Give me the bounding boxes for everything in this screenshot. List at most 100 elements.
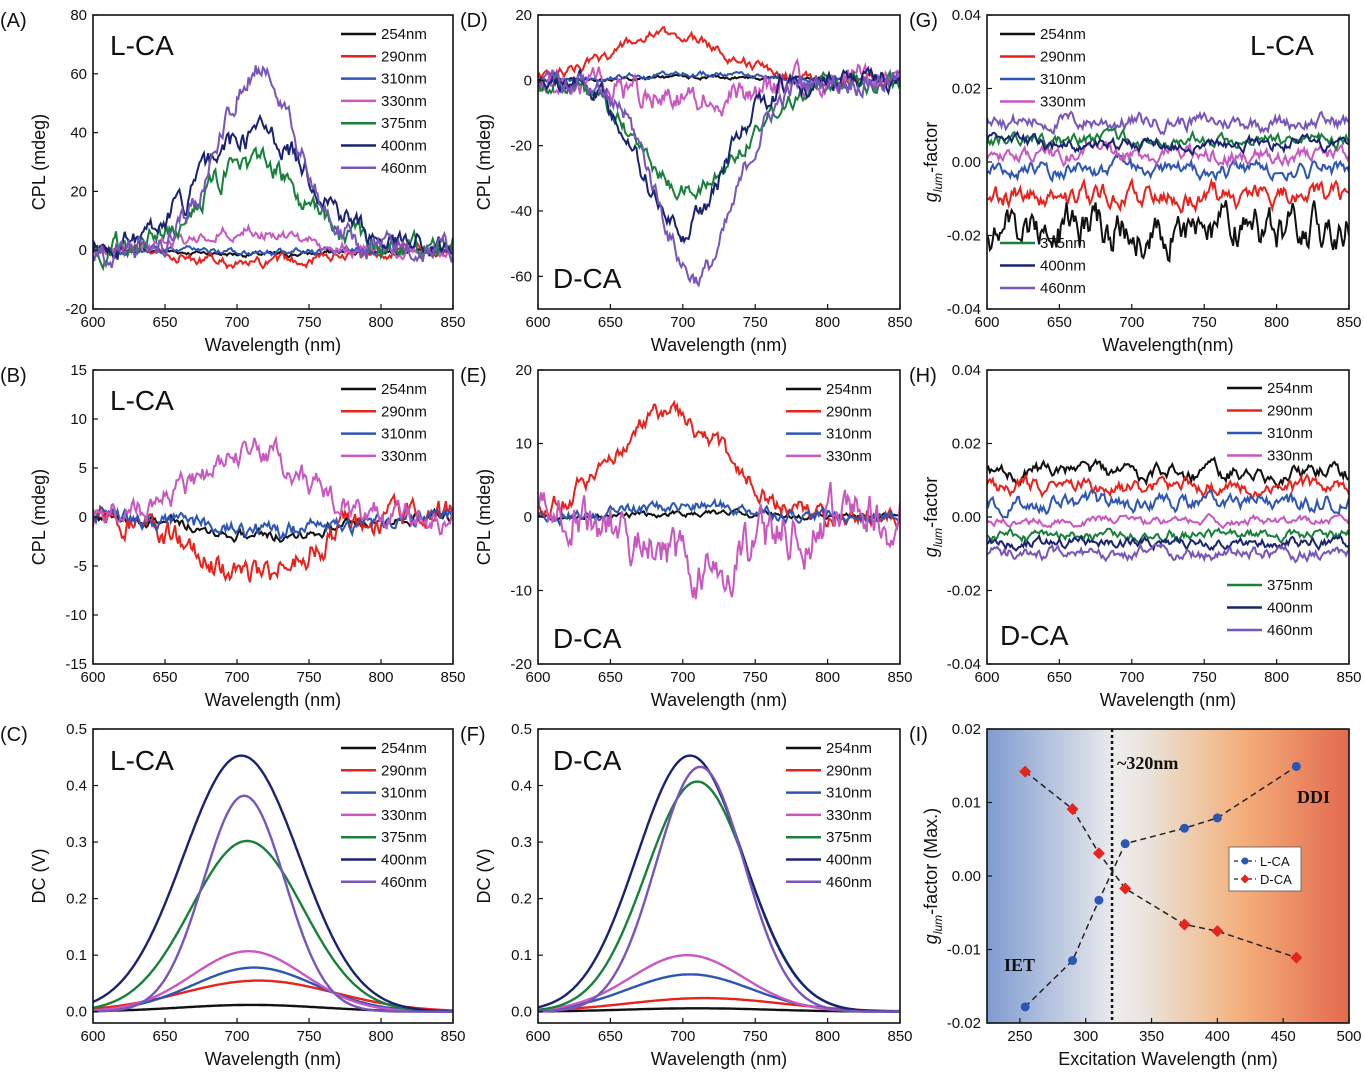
y-axis-label-g: g xyxy=(921,547,941,557)
series-330nm-line xyxy=(987,513,1349,530)
series-D-CA-point xyxy=(1019,765,1032,778)
x-tick-label: 700 xyxy=(224,314,249,331)
x-axis-label: Wavelength (nm) xyxy=(1100,690,1236,710)
legend-label: 290nm xyxy=(381,762,427,779)
series-375nm-line xyxy=(93,839,453,1013)
y-tick-label: -0.04 xyxy=(947,656,981,673)
y-axis-label: CPL (mdeg) xyxy=(29,469,49,565)
series-L-CA-point xyxy=(1094,895,1104,905)
series-254nm-line xyxy=(987,456,1349,490)
series-D-CA-point xyxy=(1119,882,1132,895)
y-tick-label: -15 xyxy=(65,656,87,673)
sample-label: L-CA xyxy=(110,30,174,61)
y-tick-label: -40 xyxy=(510,203,532,220)
panel-label: (F) xyxy=(460,724,486,746)
legend-label: 290nm xyxy=(1040,49,1086,66)
x-tick-label: 800 xyxy=(368,669,393,686)
y-tick-label: -20 xyxy=(65,301,87,318)
x-tick-label: 600 xyxy=(525,669,550,686)
panel-A: 600 650 700 750 800 850 -20 0 20 40 60 80 Wavelength… xyxy=(0,7,466,355)
y-axis-label-g: g xyxy=(921,192,941,202)
series-460nm-line xyxy=(538,765,900,1013)
legend-label: 254nm xyxy=(1040,26,1086,43)
legend-label: 330nm xyxy=(381,448,427,465)
series-L-CA-point xyxy=(1068,956,1078,966)
legend-label: 254nm xyxy=(381,381,427,398)
series-460nm-line xyxy=(987,110,1349,136)
y-tick-label: 0.4 xyxy=(511,778,532,795)
y-tick-label: 20 xyxy=(515,362,532,379)
plot-area-F xyxy=(538,754,900,1013)
y-tick-label: 0.00 xyxy=(952,868,981,885)
x-axis-label: Excitation Wavelength (nm) xyxy=(1058,1049,1277,1069)
legend-label: 460nm xyxy=(1267,622,1313,639)
y-axis-label-sub: lum xyxy=(931,915,945,934)
x-tick-label: 650 xyxy=(152,669,177,686)
legend-label: 460nm xyxy=(381,160,427,177)
series-330nm-line xyxy=(93,435,453,536)
legend-label: 330nm xyxy=(826,448,872,465)
legend-label: 330nm xyxy=(1040,94,1086,111)
x-tick-label: 800 xyxy=(815,669,840,686)
y-tick-label: -0.02 xyxy=(947,1015,981,1032)
y-tick-label: 0.5 xyxy=(66,721,87,738)
panel-E: 600 650 700 750 800 850 -20 -10 0 10 20 Wavelength … xyxy=(460,362,913,710)
y-tick-label: 60 xyxy=(70,66,87,83)
x-tick-label: 750 xyxy=(743,314,768,331)
plot-area-I xyxy=(1019,729,1303,1023)
x-tick-label: 500 xyxy=(1336,1028,1361,1045)
series-460nm-line xyxy=(93,794,453,1013)
panel-label: (B) xyxy=(0,365,27,387)
y-axis-label-g: g xyxy=(921,934,941,944)
x-tick-label: 600 xyxy=(80,314,105,331)
series-330nm-line xyxy=(538,481,900,600)
x-tick-label: 750 xyxy=(743,669,768,686)
panel-G: 600 650 700 750 800 850 -0.04 -0.02 0.00 0.02 0.04… xyxy=(909,7,1362,355)
x-tick-label: 350 xyxy=(1139,1028,1164,1045)
annotation-ddi: DDI xyxy=(1297,787,1330,807)
panel-F: 600 650 700 750 800 850 0.0 0.1 0.2 0.3 0.4 0.5 Wave… xyxy=(460,721,913,1069)
x-tick-label: 750 xyxy=(296,669,321,686)
y-tick-label: 20 xyxy=(515,7,532,24)
series-330nm-line xyxy=(93,950,453,1013)
legend-label: 254nm xyxy=(826,740,872,757)
y-tick-label: 0.2 xyxy=(66,891,87,908)
legend-label: 310nm xyxy=(1267,425,1313,442)
legend-label: 254nm xyxy=(1267,380,1313,397)
y-axis-label: DC (V) xyxy=(474,849,494,904)
y-tick-label: -10 xyxy=(65,607,87,624)
y-axis-label: CPL (mdeg) xyxy=(29,114,49,210)
x-tick-label: 750 xyxy=(296,1028,321,1045)
x-tick-label: 700 xyxy=(224,669,249,686)
plot-area-E xyxy=(538,399,900,600)
series-L-CA-point xyxy=(1020,1002,1030,1012)
legend-label: 400nm xyxy=(1040,258,1086,275)
plot-area-H xyxy=(987,456,1349,564)
x-axis-label: Wavelength (nm) xyxy=(205,335,341,355)
y-tick-label: 10 xyxy=(70,411,87,428)
x-tick-label: 650 xyxy=(598,669,623,686)
x-tick-label: 850 xyxy=(1336,669,1361,686)
panel-D: 600 650 700 750 800 850 -60 -40 -20 0 20 Wavelength… xyxy=(460,7,913,355)
series-254nm-line xyxy=(987,200,1349,264)
y-tick-label: 0 xyxy=(524,72,532,89)
legend-label: D-CA xyxy=(1260,872,1292,887)
series-D-CA-point xyxy=(1092,847,1105,860)
y-tick-label: 40 xyxy=(70,125,87,142)
y-axis-label-rest: -factor xyxy=(921,122,941,173)
annotation-threshold: ~320nm xyxy=(1117,753,1178,773)
x-axis-label: Wavelength (nm) xyxy=(651,335,787,355)
y-tick-label: 0.5 xyxy=(511,721,532,738)
series-310nm-line xyxy=(93,505,453,541)
y-axis-label: glum-factor xyxy=(921,477,945,557)
series-D-CA-point xyxy=(1290,951,1303,964)
series-310nm-line xyxy=(538,497,900,528)
legend-label: 310nm xyxy=(381,426,427,443)
legend-label: 310nm xyxy=(1040,71,1086,88)
y-axis-label: glum-factor xyxy=(921,122,945,202)
x-tick-label: 650 xyxy=(152,1028,177,1045)
panel-label: (H) xyxy=(909,365,937,387)
y-tick-label: 0.04 xyxy=(952,362,981,379)
x-tick-label: 450 xyxy=(1271,1028,1296,1045)
series-310nm-line xyxy=(987,153,1349,183)
